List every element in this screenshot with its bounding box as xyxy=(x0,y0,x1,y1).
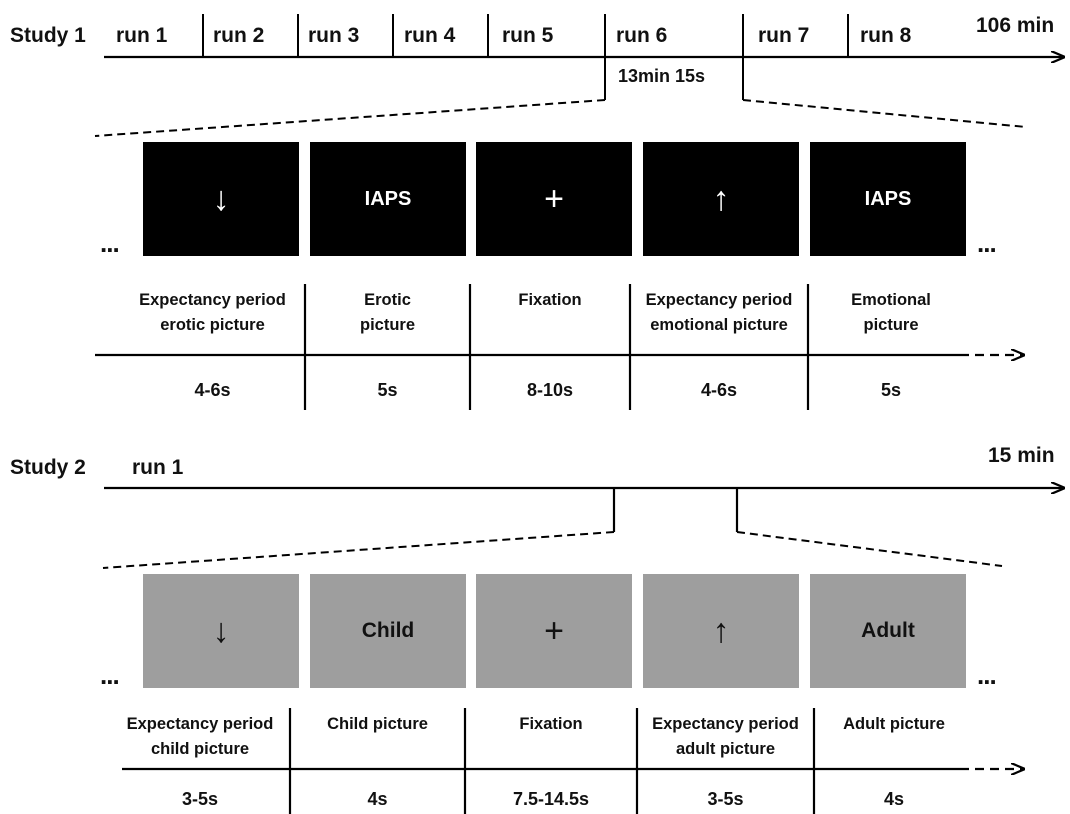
phase-duration: 4-6s xyxy=(700,380,738,400)
phase-label: Erotic picture xyxy=(305,288,470,338)
ellipsis-left: ... xyxy=(100,228,120,258)
trial-panel-iaps: IAPS xyxy=(310,142,466,256)
phase-label: Expectancy period emotional picture xyxy=(630,288,808,338)
trial-panel-iaps: IAPS xyxy=(810,142,966,256)
ellipsis-right: ... xyxy=(977,660,997,690)
phase-duration: 3-5s xyxy=(181,789,219,809)
zoom-line-right xyxy=(742,99,1027,128)
phase-duration: 4-6s xyxy=(194,380,231,400)
plus-icon: + xyxy=(544,179,564,218)
phase-label: Child picture xyxy=(290,712,465,737)
run-label: run 8 xyxy=(860,24,912,47)
phase-line: Expectancy period xyxy=(652,715,799,733)
phase-line: Expectancy period xyxy=(645,291,793,309)
phase-duration: 4s xyxy=(367,789,388,809)
phase-line: Adult picture xyxy=(843,715,945,733)
run-label: run 3 xyxy=(308,24,360,47)
study2-label: Study 2 xyxy=(10,456,86,479)
phase-line: Expectancy period xyxy=(139,291,286,309)
panel-label: Adult xyxy=(861,619,915,642)
phase-duration: 5s xyxy=(880,380,902,400)
plus-icon: + xyxy=(544,611,564,650)
phase-line: Erotic xyxy=(364,291,411,309)
run-label: run 1 xyxy=(132,456,184,479)
ellipsis-right: ... xyxy=(977,228,997,258)
run-label: run 4 xyxy=(404,24,456,47)
trial-panel-adult: Adult xyxy=(810,574,966,688)
trial-panel-fixation: + xyxy=(476,142,632,256)
phase-line: picture xyxy=(359,316,415,334)
trial-panel-down-arrow: ↓ xyxy=(143,574,299,688)
zoom-line-right xyxy=(736,531,1003,567)
phase-label: Adult picture xyxy=(814,712,974,737)
trial-panel-up-arrow: ↑ xyxy=(643,142,799,256)
phase-duration: 3-5s xyxy=(707,789,744,809)
ellipsis-left: ... xyxy=(100,660,120,690)
phase-line: erotic picture xyxy=(160,316,265,334)
zoom-line-left xyxy=(94,99,606,137)
phase-line: Expectancy period xyxy=(126,715,274,733)
phase-duration: 7.5-14.5s xyxy=(512,789,590,809)
down-arrow-icon: ↓ xyxy=(212,179,230,218)
phase-line: Child picture xyxy=(327,715,428,733)
trial-panel-child: Child xyxy=(310,574,466,688)
phase-line: child picture xyxy=(150,740,250,758)
phase-line: adult picture xyxy=(675,740,775,758)
phase-line: Fixation xyxy=(519,715,583,733)
phase-line: emotional picture xyxy=(650,316,788,334)
trial-panel-up-arrow: ↑ xyxy=(643,574,799,688)
zoom-line-left xyxy=(102,531,615,569)
panel-label: IAPS xyxy=(864,187,912,210)
phase-line: picture xyxy=(863,316,919,334)
panel-label: IAPS xyxy=(364,187,412,210)
phase-duration: 4s xyxy=(883,789,905,809)
trial-panel-down-arrow: ↓ xyxy=(143,142,299,256)
phase-label: Fixation xyxy=(465,712,637,737)
phase-line: Emotional xyxy=(851,291,931,309)
phase-label: Expectancy period erotic picture xyxy=(120,288,305,338)
run-label: run 5 xyxy=(502,24,554,47)
panel-label: Child xyxy=(361,619,415,642)
study1-total-duration: 106 min xyxy=(976,14,1055,37)
run-label: run 2 xyxy=(213,24,265,47)
phase-line: Fixation xyxy=(518,291,582,309)
study1-label: Study 1 xyxy=(10,24,86,47)
up-arrow-icon: ↑ xyxy=(712,611,730,650)
run-label: run 1 xyxy=(116,24,168,47)
study2-total-duration: 15 min xyxy=(988,444,1055,467)
phase-duration: 5s xyxy=(377,380,398,400)
run-label: run 7 xyxy=(758,24,810,47)
phase-label: Expectancy period adult picture xyxy=(637,712,814,762)
phase-label: Expectancy period child picture xyxy=(110,712,290,762)
down-arrow-icon: ↓ xyxy=(212,611,230,650)
trial-panel-fixation: + xyxy=(476,574,632,688)
phase-label: Fixation xyxy=(470,288,630,313)
phase-label: Emotional picture xyxy=(808,288,974,338)
run-label: run 6 xyxy=(616,24,668,47)
phase-duration: 8-10s xyxy=(526,380,574,400)
run-duration-label: 13min 15s xyxy=(618,66,706,86)
up-arrow-icon: ↑ xyxy=(712,179,730,218)
